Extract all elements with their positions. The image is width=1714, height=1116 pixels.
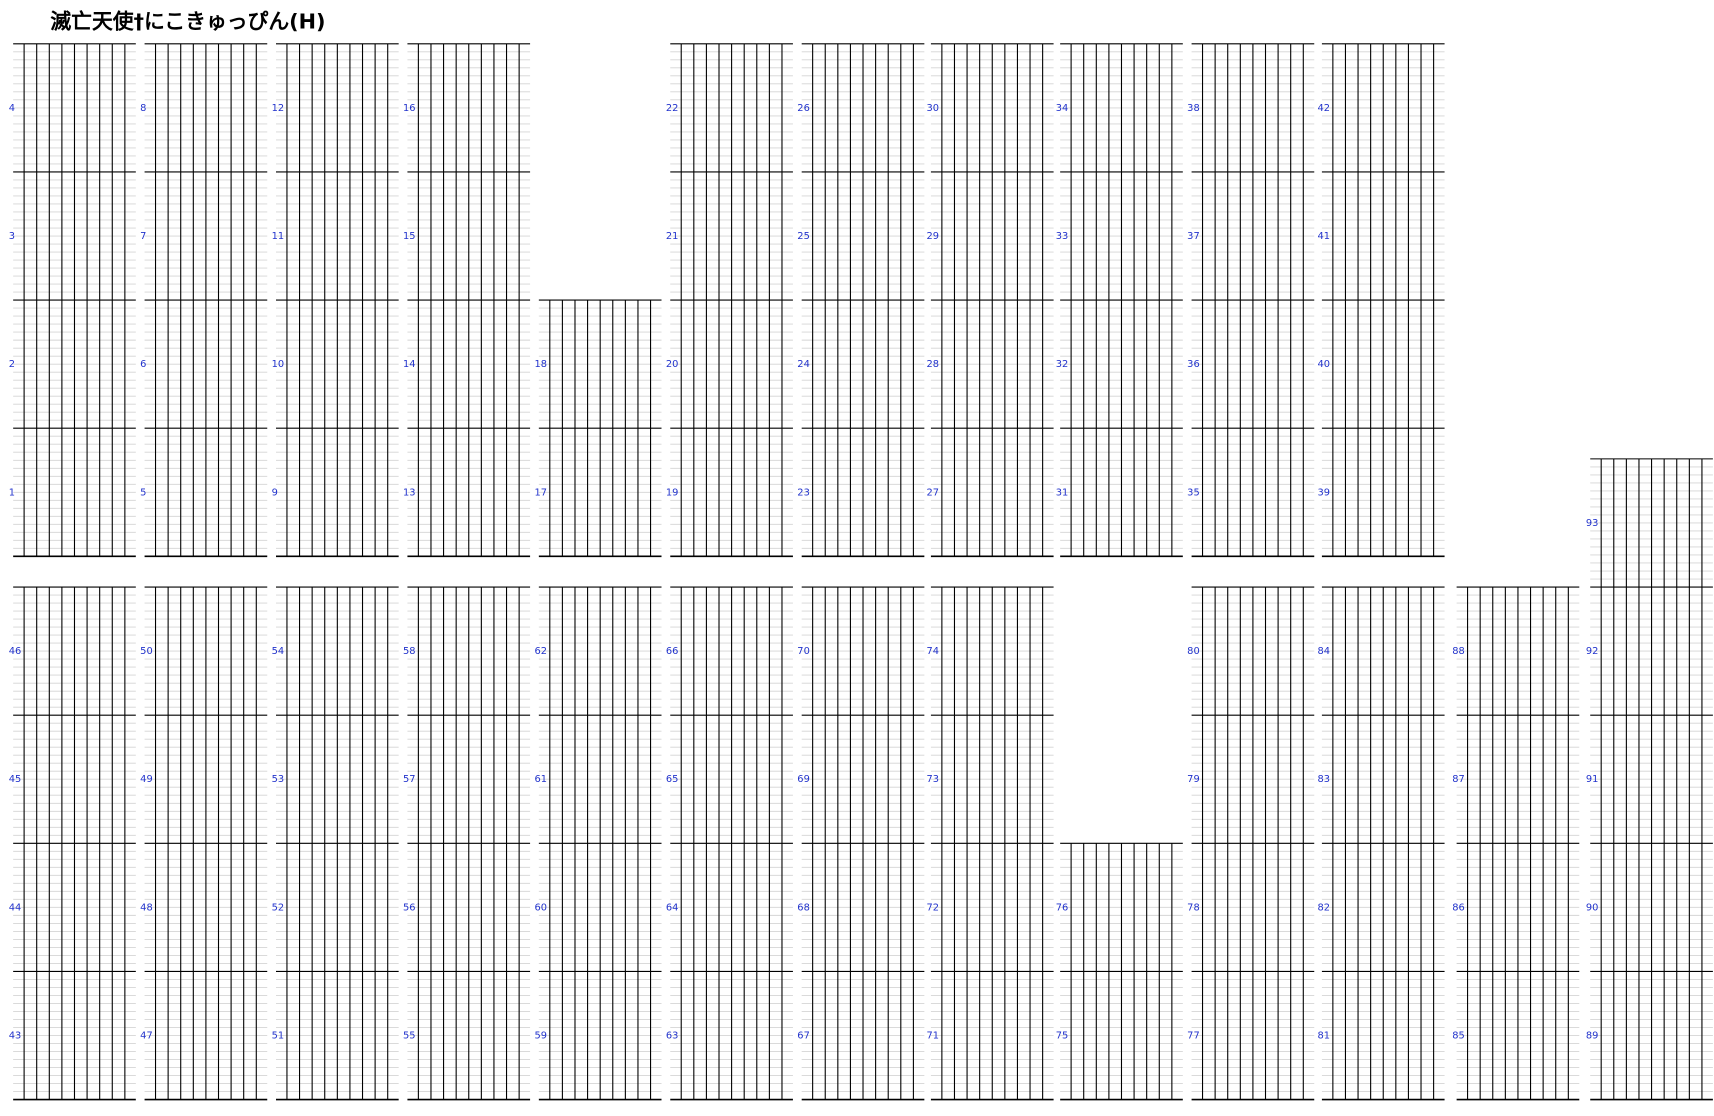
measure-number: 62 (534, 646, 547, 657)
measure-number: 13 (403, 487, 416, 498)
measure-number: 81 (1318, 1031, 1331, 1042)
measure-number: 51 (272, 1031, 285, 1042)
measure-number: 55 (403, 1031, 416, 1042)
measure-number: 86 (1452, 902, 1465, 913)
measure-number: 24 (797, 359, 810, 370)
measure-number: 80 (1187, 646, 1200, 657)
measure-number: 36 (1187, 359, 1200, 370)
measure-number: 54 (272, 646, 285, 657)
measure-number: 78 (1187, 902, 1200, 913)
measure-number: 56 (403, 902, 416, 913)
measure-number: 73 (927, 774, 940, 785)
measure-number: 68 (797, 902, 810, 913)
measure-number: 49 (140, 774, 153, 785)
measure-number: 7 (140, 231, 146, 242)
measure-number: 28 (927, 359, 940, 370)
measure-number: 19 (666, 487, 679, 498)
measure-number: 50 (140, 646, 153, 657)
measure-number: 29 (927, 231, 940, 242)
measure-number: 9 (272, 487, 278, 498)
measure-number: 71 (927, 1031, 940, 1042)
measure-number: 37 (1187, 231, 1200, 242)
measure-number: 84 (1318, 646, 1331, 657)
measure-number: 43 (9, 1031, 22, 1042)
measure-number: 66 (666, 646, 679, 657)
measure-number: 27 (927, 487, 940, 498)
measure-number: 44 (9, 902, 22, 913)
measure-number: 26 (797, 103, 810, 114)
measure-number: 45 (9, 774, 22, 785)
measure-number: 58 (403, 646, 416, 657)
measure-number: 5 (140, 487, 146, 498)
measure-number: 67 (797, 1031, 810, 1042)
measure-number: 35 (1187, 487, 1200, 498)
measure-number: 92 (1586, 646, 1599, 657)
measure-number: 87 (1452, 774, 1465, 785)
measure-number: 65 (666, 774, 679, 785)
measure-number: 72 (927, 902, 940, 913)
measure-number: 12 (272, 103, 285, 114)
measure-number: 10 (272, 359, 285, 370)
measure-number: 25 (797, 231, 810, 242)
measure-number: 53 (272, 774, 285, 785)
measure-number: 47 (140, 1031, 153, 1042)
measure-number: 46 (9, 646, 22, 657)
measure-number: 69 (797, 774, 810, 785)
measure-number: 40 (1318, 359, 1331, 370)
measure-number: 4 (9, 103, 15, 114)
measure-number: 38 (1187, 103, 1200, 114)
measure-number: 34 (1056, 103, 1069, 114)
measure-number: 22 (666, 103, 679, 114)
measure-number: 23 (797, 487, 810, 498)
measure-number: 1 (9, 487, 15, 498)
measure-number: 74 (927, 646, 940, 657)
measure-number: 64 (666, 902, 679, 913)
measure-number: 41 (1318, 231, 1331, 242)
measure-number: 85 (1452, 1031, 1465, 1042)
measure-number: 42 (1318, 103, 1331, 114)
measure-number: 8 (140, 103, 146, 114)
measure-number: 39 (1318, 487, 1331, 498)
measure-number: 70 (797, 646, 810, 657)
measure-number: 16 (403, 103, 416, 114)
measure-number: 3 (9, 231, 15, 242)
song-title: 滅亡天使†にこきゅっぴん(H) (50, 9, 325, 33)
measure-number: 60 (534, 902, 547, 913)
measure-number: 32 (1056, 359, 1069, 370)
measure-number: 57 (403, 774, 416, 785)
measure-number: 63 (666, 1031, 679, 1042)
measure-number: 6 (140, 359, 146, 370)
measure-number: 91 (1586, 774, 1599, 785)
measure-number: 21 (666, 231, 679, 242)
measure-number: 76 (1056, 902, 1069, 913)
measure-number: 83 (1318, 774, 1331, 785)
measure-number: 48 (140, 902, 153, 913)
measure-number: 61 (534, 774, 547, 785)
measure-number: 18 (534, 359, 547, 370)
measure-number: 11 (272, 231, 285, 242)
measure-number: 2 (9, 359, 15, 370)
measure-number: 30 (927, 103, 940, 114)
measure-number: 90 (1586, 902, 1599, 913)
measure-number: 17 (534, 487, 547, 498)
measure-number: 75 (1056, 1031, 1069, 1042)
measure-number: 14 (403, 359, 416, 370)
measure-number: 79 (1187, 774, 1200, 785)
measure-number: 20 (666, 359, 679, 370)
measure-number: 93 (1586, 518, 1599, 529)
measure-number: 82 (1318, 902, 1331, 913)
measure-number: 15 (403, 231, 416, 242)
measure-number: 59 (534, 1031, 547, 1042)
measure-number: 33 (1056, 231, 1069, 242)
measure-number: 89 (1586, 1031, 1599, 1042)
measure-number: 31 (1056, 487, 1069, 498)
measure-number: 52 (272, 902, 285, 913)
measure-number: 88 (1452, 646, 1465, 657)
measure-number: 77 (1187, 1031, 1200, 1042)
